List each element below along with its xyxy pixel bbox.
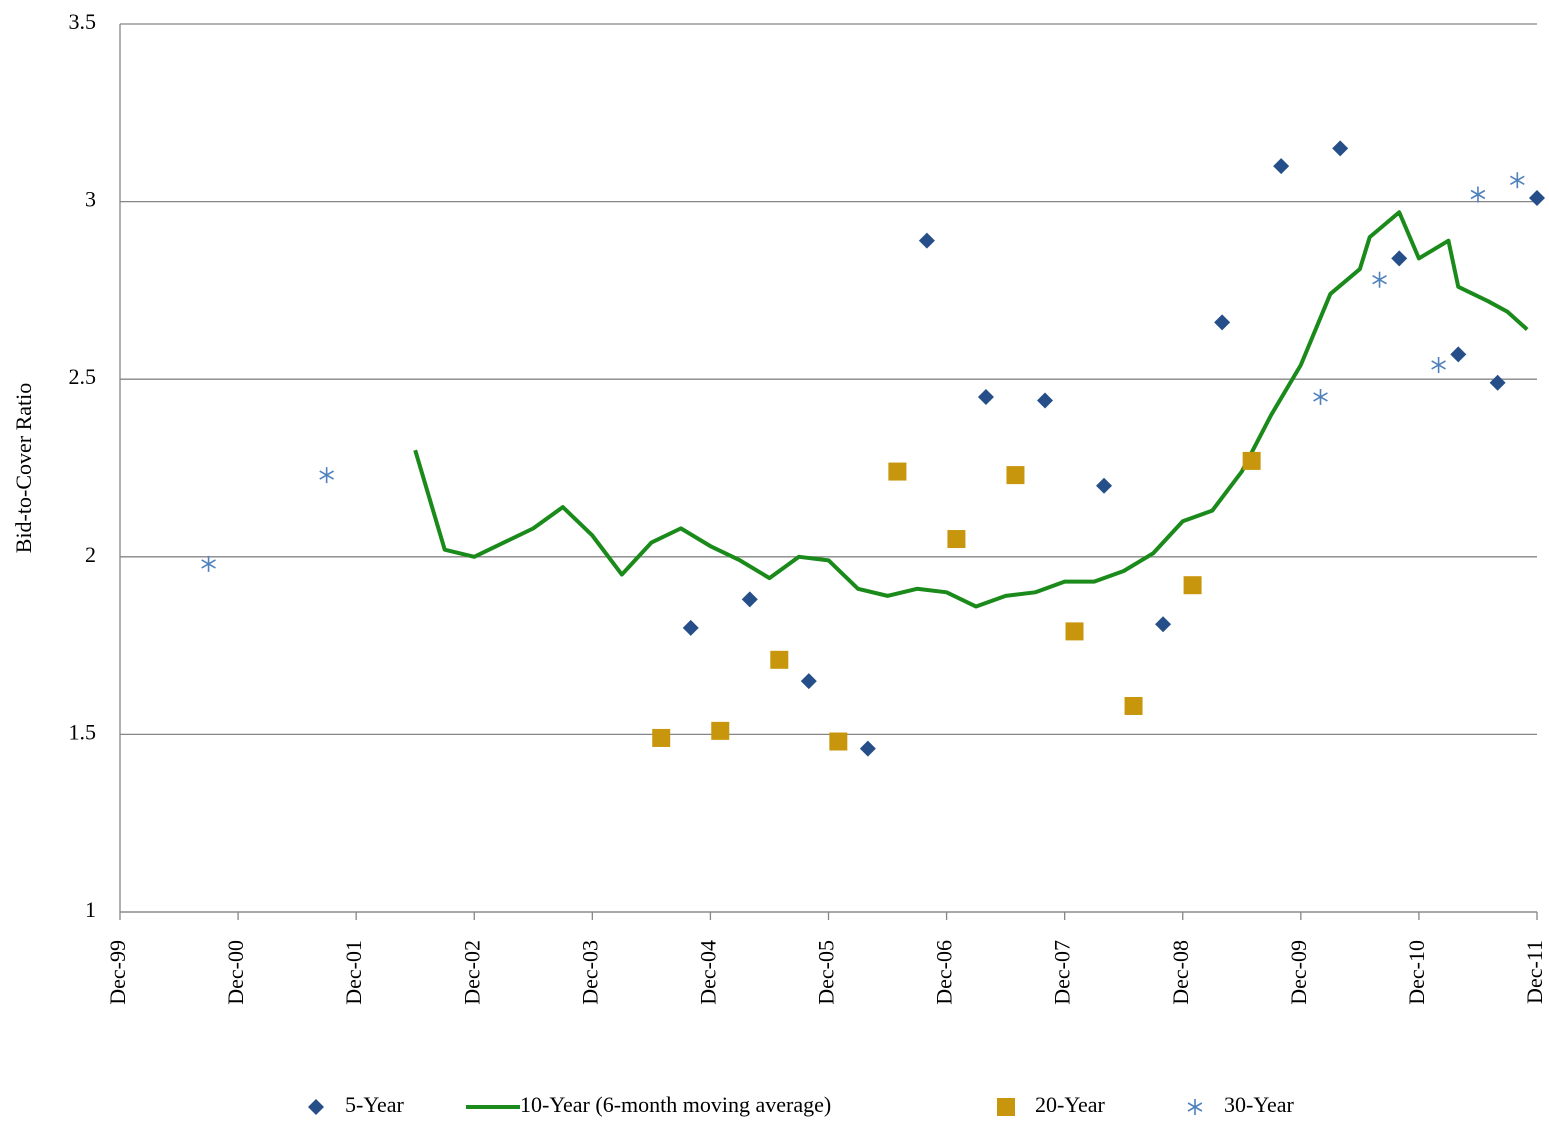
y-tick-label: 3.5 bbox=[69, 9, 97, 34]
x-tick-label: Dec-02 bbox=[459, 940, 484, 1005]
point bbox=[1489, 374, 1506, 391]
x-tick-label: Dec-08 bbox=[1168, 940, 1193, 1005]
point bbox=[888, 462, 907, 481]
point bbox=[1096, 477, 1113, 494]
point bbox=[947, 530, 966, 549]
point bbox=[1450, 346, 1467, 363]
x-tick-label: Dec-06 bbox=[932, 940, 957, 1005]
point bbox=[1155, 616, 1172, 633]
legend-label: 10-Year (6-month moving average) bbox=[520, 1092, 831, 1117]
point bbox=[770, 650, 789, 669]
point bbox=[1183, 576, 1202, 595]
y-tick-label: 3 bbox=[85, 187, 96, 212]
point bbox=[918, 232, 935, 249]
y-tick-label: 1 bbox=[85, 897, 96, 922]
point bbox=[1372, 271, 1387, 288]
x-tick-label: Dec-01 bbox=[341, 940, 366, 1005]
point bbox=[800, 673, 817, 690]
point bbox=[1006, 466, 1025, 485]
point bbox=[201, 555, 216, 572]
point bbox=[1509, 172, 1525, 189]
x-tick-label: Dec-11 bbox=[1522, 940, 1547, 1004]
line-series bbox=[413, 210, 1529, 609]
point bbox=[1214, 314, 1231, 331]
point bbox=[1273, 158, 1290, 175]
point bbox=[859, 740, 876, 757]
point bbox=[741, 591, 758, 608]
legend-label: 5-Year bbox=[345, 1092, 405, 1117]
y-tick-label: 2 bbox=[85, 542, 96, 567]
y-axis-label: Bid-to-Cover Ratio bbox=[11, 383, 36, 553]
point bbox=[1391, 250, 1408, 267]
point bbox=[829, 732, 848, 751]
y-tick-label: 2.5 bbox=[69, 364, 97, 389]
x-tick-label: Dec-00 bbox=[223, 940, 248, 1005]
point bbox=[1529, 190, 1545, 207]
point bbox=[977, 388, 994, 405]
point bbox=[1036, 392, 1053, 409]
x-tick-label: Dec-99 bbox=[105, 940, 130, 1005]
point bbox=[319, 467, 334, 484]
legend-label: 20-Year bbox=[1035, 1092, 1106, 1117]
point bbox=[711, 721, 730, 740]
point bbox=[1431, 356, 1446, 373]
point bbox=[1124, 696, 1143, 715]
x-tick-label: Dec-05 bbox=[814, 940, 839, 1005]
point bbox=[1470, 186, 1486, 203]
y-tick-label: 1.5 bbox=[69, 719, 97, 744]
x-tick-label: Dec-03 bbox=[577, 940, 602, 1005]
x-tick-label: Dec-04 bbox=[695, 940, 720, 1005]
legend-swatch bbox=[997, 1098, 1015, 1116]
x-tick-label: Dec-07 bbox=[1050, 940, 1075, 1005]
point bbox=[652, 728, 671, 747]
point bbox=[1065, 622, 1084, 641]
legend-swatch bbox=[1187, 1099, 1203, 1115]
legend-label: 30-Year bbox=[1224, 1092, 1295, 1117]
point bbox=[1242, 451, 1261, 470]
legend-swatch bbox=[308, 1099, 324, 1115]
x-tick-label: Dec-10 bbox=[1404, 940, 1429, 1005]
point bbox=[1332, 140, 1349, 157]
x-tick-label: Dec-09 bbox=[1286, 940, 1311, 1005]
point bbox=[1313, 388, 1328, 405]
point bbox=[682, 619, 699, 636]
